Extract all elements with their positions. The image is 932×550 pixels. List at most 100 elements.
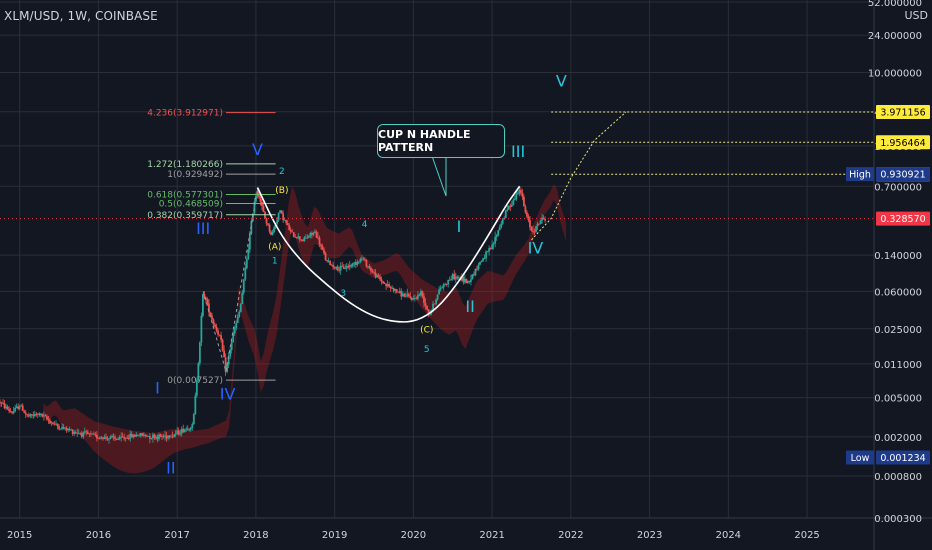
symbol-title: XLM/USD, 1W, COINBASE <box>4 9 158 23</box>
candle-body <box>519 189 522 193</box>
wave-label: I <box>457 217 462 236</box>
candle-body <box>173 434 176 437</box>
wave-label: (A) <box>268 242 281 252</box>
cloud-area <box>43 184 567 474</box>
candle-body <box>365 260 368 267</box>
candle-body <box>105 436 107 439</box>
grid-lines <box>0 0 874 519</box>
candle-body <box>359 258 362 262</box>
candle-body <box>164 435 166 437</box>
candle-body <box>280 210 283 214</box>
x-tick-label: 2021 <box>479 530 504 541</box>
candle-body <box>26 414 29 416</box>
candle-body <box>480 260 483 262</box>
candle-body <box>135 434 138 437</box>
candle-body <box>92 433 95 435</box>
y-tick-label: 0.140000 <box>874 251 922 262</box>
candle-body <box>206 299 209 304</box>
y-tick-label: 0.005000 <box>874 394 922 405</box>
candle-body <box>339 265 342 271</box>
candle-body <box>153 434 156 439</box>
cup-handle-annotation[interactable]: CUP N HANDLE PATTERN <box>377 124 505 158</box>
candle-body <box>205 297 207 300</box>
candle-body <box>221 339 224 351</box>
x-tick-label: 2025 <box>794 530 819 541</box>
candle-body <box>20 405 23 407</box>
candle-body <box>354 262 357 265</box>
candle-body <box>327 260 330 262</box>
candle-body <box>380 279 383 282</box>
x-tick-label: 2019 <box>322 530 347 541</box>
candle-body <box>180 428 183 434</box>
candle-body <box>445 284 448 285</box>
candle-body <box>32 415 35 417</box>
candle-body <box>304 237 307 239</box>
candle-body <box>283 219 286 221</box>
candle-body <box>55 423 57 425</box>
candle-body <box>109 436 112 439</box>
candle-body <box>383 283 386 284</box>
wave-label: V <box>252 140 263 159</box>
candle-body <box>507 205 510 210</box>
candle-body <box>345 266 348 269</box>
candle-body <box>30 414 33 416</box>
candle-body <box>5 406 7 409</box>
candle-body <box>321 246 324 250</box>
candle-body <box>317 237 319 239</box>
candle-body <box>462 276 465 283</box>
candle-body <box>144 434 147 436</box>
candle-body <box>53 423 56 425</box>
candle-body <box>357 261 360 263</box>
candle-body <box>215 326 218 331</box>
wave-label: 1 <box>272 257 278 267</box>
candle-body <box>202 294 204 316</box>
candle-body <box>124 437 127 439</box>
axis-currency: USD <box>904 9 928 22</box>
candle-body <box>50 422 53 424</box>
candle-body <box>353 262 356 264</box>
candle-body <box>300 239 303 241</box>
candle-body <box>262 206 265 213</box>
candle-body <box>371 271 374 273</box>
fib-label: 0.382(0.359717) <box>147 211 223 221</box>
candle-body <box>59 428 62 430</box>
candle-body <box>39 413 42 415</box>
candle-body <box>435 299 437 304</box>
candle-body <box>535 226 537 232</box>
wave-label: IV <box>220 384 236 403</box>
candle-body <box>238 311 241 317</box>
candle-body <box>309 232 312 237</box>
candle-body <box>529 220 531 228</box>
candle-body <box>398 290 401 293</box>
candle-body <box>315 231 318 238</box>
candle-body <box>385 283 388 287</box>
candle-body <box>330 264 333 266</box>
candle-body <box>133 434 136 437</box>
candle-body <box>438 289 441 295</box>
candle-body <box>33 414 36 417</box>
candle-body <box>479 261 481 265</box>
y-tick-label: 0.000800 <box>874 472 922 483</box>
price-tag-label: 0.001234 <box>880 453 925 464</box>
candle-body <box>161 436 163 438</box>
candle-body <box>155 436 157 439</box>
candle-body <box>521 192 524 197</box>
cup-curve <box>256 185 521 323</box>
price-tag-bg <box>876 105 930 120</box>
candle-body <box>324 253 327 261</box>
price-tag-prefix: Low <box>851 453 870 464</box>
candle-body <box>189 427 192 430</box>
candle-body <box>350 265 353 267</box>
price-tags: 3.9711561.9564640.9263140.930921High0.32… <box>846 105 930 465</box>
candle-body <box>289 230 292 232</box>
candle-body <box>18 406 21 409</box>
candle-body <box>71 429 74 434</box>
wave-label: V <box>556 72 567 91</box>
candle-body <box>185 428 188 430</box>
candle-body <box>470 279 472 282</box>
candle-body <box>182 428 185 433</box>
candle-body <box>15 406 18 408</box>
fibonacci-levels: 4.236(3.912971) 1.272(1.180266)1(0.929492… <box>147 109 276 386</box>
candle-body <box>171 436 174 438</box>
